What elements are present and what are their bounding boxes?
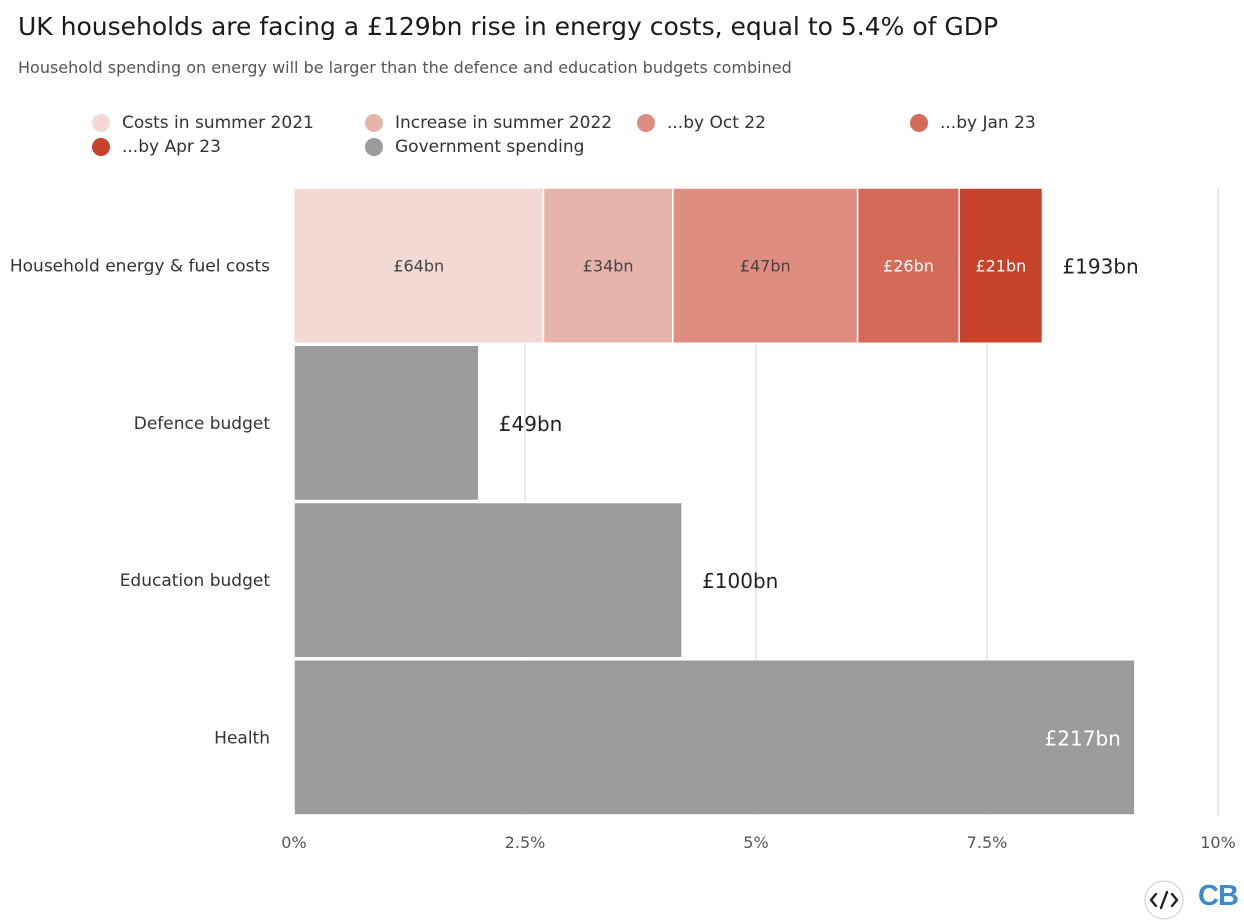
legend-label: ...by Apr 23 [122,137,221,157]
bar-segment [293,501,683,659]
legend-item-by-apr-23[interactable]: ...by Apr 23 [92,137,221,157]
x-tick-label: 10% [1200,833,1236,852]
chart-title: UK households are facing a £129bn rise i… [18,12,999,41]
total-label: £49bn [499,412,563,436]
bar-segment [542,187,674,344]
segment-label: £47bn [740,257,791,276]
total-label: £193bn [1062,255,1138,279]
legend-item-by-jan-23[interactable]: ...by Jan 23 [910,113,1036,133]
segment-label: £64bn [393,257,444,276]
legend-item-by-oct-22[interactable]: ...by Oct 22 [637,113,766,133]
legend-swatch [92,138,110,156]
legend-label: Government spending [395,137,585,157]
x-tick-label: 7.5% [967,833,1008,852]
total-label: £217bn [1045,726,1121,750]
legend-item-increase-summer-2022[interactable]: Increase in summer 2022 [365,113,612,133]
segment-label: £34bn [583,257,634,276]
segment-label: £21bn [975,257,1026,276]
x-tick-label: 2.5% [505,833,546,852]
legend-item-government-spending[interactable]: Government spending [365,137,584,157]
bar-segment [293,659,1136,816]
bar-segment [958,187,1044,344]
x-tick-label: 5% [743,833,768,852]
category-label: Defence budget [134,414,271,434]
category-label: Health [214,728,270,748]
legend-swatch [92,114,110,132]
legend-label: Increase in summer 2022 [395,113,613,133]
legend-label: Costs in summer 2021 [122,113,314,133]
category-label: Household energy & fuel costs [10,257,270,277]
total-label: £100bn [702,569,778,593]
chart-subtitle: Household spending on energy will be lar… [18,58,792,77]
category-label: Education budget [120,571,271,591]
code-embed-icon[interactable] [1142,880,1188,920]
legend-swatch [910,114,928,132]
legend-label: ...by Jan 23 [940,113,1036,133]
legend-swatch [637,114,655,132]
carbon-brief-logo[interactable]: CB [1198,880,1239,912]
bar-segment [293,344,480,502]
x-tick-label: 0% [281,833,306,852]
bar-segment [293,187,545,344]
bar-segment [672,187,859,344]
legend-item-costs-summer-2021[interactable]: Costs in summer 2021 [92,113,314,133]
legend-swatch [365,138,383,156]
segment-label: £26bn [883,257,934,276]
legend-label: ...by Oct 22 [667,113,766,133]
bar-segment [856,187,961,344]
legend-swatch [365,114,383,132]
